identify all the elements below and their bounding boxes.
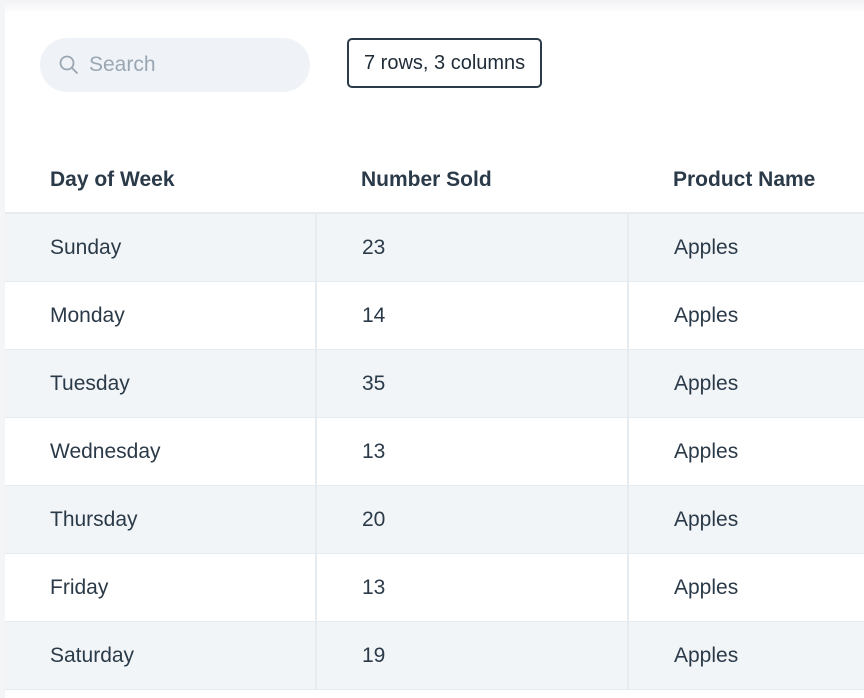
table-cell-product-name[interactable]: Apples bbox=[627, 553, 864, 622]
table-row: Tuesday 35 Apples bbox=[5, 349, 864, 418]
table-cell-product-name[interactable]: Apples bbox=[627, 349, 864, 418]
column-header-day-of-week[interactable]: Day of Week bbox=[5, 148, 316, 214]
search-icon bbox=[58, 54, 80, 76]
table-cell-number-sold[interactable]: 14 bbox=[315, 281, 628, 350]
table-row: Friday 13 Apples bbox=[5, 553, 864, 622]
row-count-badge: 7 rows, 3 columns bbox=[347, 38, 543, 88]
table-cell-number-sold[interactable]: 13 bbox=[315, 553, 628, 622]
search-box[interactable] bbox=[40, 38, 310, 92]
table-toolbar: 7 rows, 3 columns bbox=[40, 38, 543, 92]
top-shadow bbox=[0, 0, 864, 14]
table-cell-number-sold[interactable]: 13 bbox=[315, 417, 628, 486]
left-edge-strip bbox=[0, 0, 5, 698]
table-row: Monday 14 Apples bbox=[5, 281, 864, 350]
column-header-product-name[interactable]: Product Name bbox=[628, 148, 864, 214]
table-cell-product-name[interactable]: Apples bbox=[627, 621, 864, 690]
table-cell-day[interactable]: Sunday bbox=[5, 213, 316, 282]
table-cell-product-name[interactable]: Apples bbox=[627, 281, 864, 350]
table-cell-number-sold[interactable]: 35 bbox=[315, 349, 628, 418]
data-table: Day of Week Number Sold Product Name Sun… bbox=[5, 148, 864, 690]
table-cell-product-name[interactable]: Apples bbox=[627, 213, 864, 282]
table-cell-number-sold[interactable]: 20 bbox=[315, 485, 628, 554]
table-cell-day[interactable]: Thursday bbox=[5, 485, 316, 554]
search-input[interactable] bbox=[89, 53, 289, 77]
table-cell-day[interactable]: Friday bbox=[5, 553, 316, 622]
column-header-number-sold[interactable]: Number Sold bbox=[316, 148, 628, 214]
table-cell-day[interactable]: Monday bbox=[5, 281, 316, 350]
table-row: Wednesday 13 Apples bbox=[5, 417, 864, 486]
table-cell-product-name[interactable]: Apples bbox=[627, 417, 864, 486]
table-header-row: Day of Week Number Sold Product Name bbox=[5, 148, 864, 214]
table-cell-day[interactable]: Wednesday bbox=[5, 417, 316, 486]
table-row: Thursday 20 Apples bbox=[5, 485, 864, 554]
table-cell-number-sold[interactable]: 19 bbox=[315, 621, 628, 690]
table-cell-day[interactable]: Saturday bbox=[5, 621, 316, 690]
table-cell-product-name[interactable]: Apples bbox=[627, 485, 864, 554]
table-row: Sunday 23 Apples bbox=[5, 213, 864, 282]
table-cell-day[interactable]: Tuesday bbox=[5, 349, 316, 418]
table-cell-number-sold[interactable]: 23 bbox=[315, 213, 628, 282]
table-row: Saturday 19 Apples bbox=[5, 621, 864, 690]
